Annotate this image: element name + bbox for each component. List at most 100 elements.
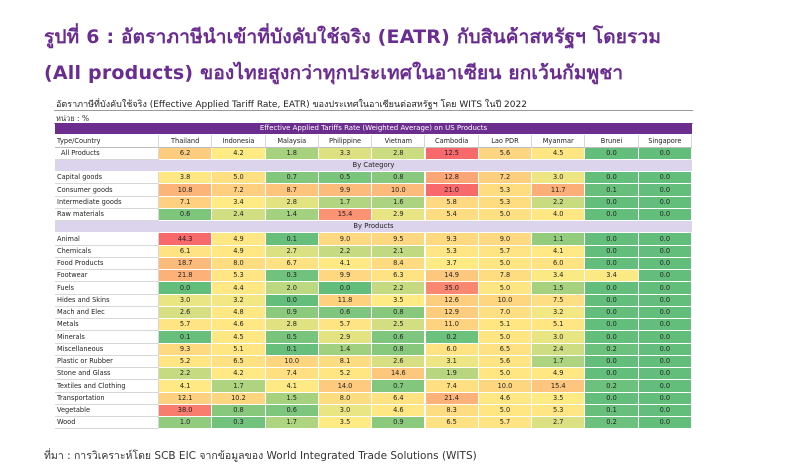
- value-cell-animal-thailand: 44.3: [159, 233, 213, 246]
- value-cell-textiles-and-clothing-brunei: 0.2: [585, 380, 639, 393]
- value-cell-minerals-philippine: 2.9: [318, 331, 373, 344]
- value-cell-hides-and-skins-lao-pdr: 10.0: [478, 294, 533, 307]
- value-cell-footwear-thailand: 21.8: [159, 270, 213, 283]
- value-cell-raw-materials-myanmar: 4.0: [532, 208, 586, 221]
- value-cell-capital-goods-brunei: 0.0: [585, 172, 639, 185]
- value-cell-raw-materials-philippine: 15.4: [318, 208, 373, 221]
- value-cell-animal-vietnam: 9.5: [372, 233, 426, 246]
- value-cell-hides-and-skins-vietnam: 3.5: [372, 294, 426, 307]
- value-cell-hides-and-skins-thailand: 3.0: [159, 294, 213, 307]
- value-cell-all-products-cambodia: 12.5: [425, 147, 479, 160]
- value-cell-raw-materials-indonesia: 2.4: [212, 208, 266, 221]
- value-cell-fuels-indonesia: 4.4: [212, 282, 266, 295]
- value-cell-animal-lao-pdr: 9.0: [478, 233, 533, 246]
- value-cell-raw-materials-vietnam: 2.9: [372, 208, 426, 221]
- value-cell-food-products-philippine: 4.1: [318, 257, 373, 270]
- value-cell-mach-and-elec-singapore: 0.0: [638, 306, 692, 319]
- value-cell-fuels-brunei: 0.0: [585, 282, 639, 295]
- value-cell-miscellaneous-cambodia: 6.0: [425, 343, 479, 356]
- value-cell-minerals-brunei: 0.0: [585, 331, 639, 344]
- value-cell-capital-goods-thailand: 3.8: [159, 172, 213, 185]
- value-cell-intermediate-goods-indonesia: 3.4: [212, 196, 266, 209]
- section-header-by-category: By Category: [55, 159, 692, 171]
- value-cell-transportation-cambodia: 21.4: [425, 392, 479, 405]
- row-label-mach-and-elec: Mach and Elec: [55, 306, 159, 319]
- value-cell-minerals-cambodia: 0.2: [425, 331, 479, 344]
- column-header-lao-pdr: Lao PDR: [478, 135, 533, 148]
- value-cell-miscellaneous-malaysia: 0.1: [265, 343, 319, 356]
- value-cell-food-products-brunei: 0.0: [585, 257, 639, 270]
- value-cell-transportation-myanmar: 3.5: [532, 392, 586, 405]
- value-cell-capital-goods-vietnam: 0.8: [372, 172, 426, 185]
- row-label-consumer-goods: Consumer goods: [55, 184, 159, 197]
- value-cell-all-products-brunei: 0.0: [585, 147, 639, 160]
- row-label-capital-goods: Capital goods: [55, 172, 159, 185]
- value-cell-capital-goods-cambodia: 12.8: [425, 172, 479, 185]
- value-cell-animal-philippine: 9.0: [318, 233, 373, 246]
- value-cell-fuels-myanmar: 1.5: [532, 282, 586, 295]
- value-cell-raw-materials-cambodia: 5.4: [425, 208, 479, 221]
- value-cell-wood-vietnam: 0.9: [372, 417, 426, 430]
- value-cell-all-products-thailand: 6.2: [159, 147, 213, 160]
- value-cell-footwear-indonesia: 5.3: [212, 270, 266, 283]
- value-cell-minerals-vietnam: 0.6: [372, 331, 426, 344]
- value-cell-miscellaneous-brunei: 0.2: [585, 343, 639, 356]
- column-header-thailand: Thailand: [159, 135, 213, 148]
- value-cell-food-products-singapore: 0.0: [638, 257, 692, 270]
- value-cell-footwear-cambodia: 14.9: [425, 270, 479, 283]
- value-cell-mach-and-elec-cambodia: 12.9: [425, 306, 479, 319]
- value-cell-plastic-or-rubber-thailand: 5.2: [159, 355, 213, 368]
- row-label-stone-and-glass: Stone and Glass: [55, 368, 159, 381]
- value-cell-hides-and-skins-cambodia: 12.6: [425, 294, 479, 307]
- value-cell-stone-and-glass-myanmar: 4.9: [532, 368, 586, 381]
- value-cell-stone-and-glass-thailand: 2.2: [159, 368, 213, 381]
- value-cell-raw-materials-singapore: 0.0: [638, 208, 692, 221]
- value-cell-fuels-singapore: 0.0: [638, 282, 692, 295]
- value-cell-footwear-malaysia: 0.3: [265, 270, 319, 283]
- value-cell-raw-materials-malaysia: 1.4: [265, 208, 319, 221]
- value-cell-hides-and-skins-singapore: 0.0: [638, 294, 692, 307]
- value-cell-metals-philippine: 5.7: [318, 319, 373, 332]
- value-cell-chemicals-indonesia: 4.9: [212, 245, 266, 258]
- column-header-myanmar: Myanmar: [532, 135, 586, 148]
- row-label-transportation: Transportation: [55, 392, 159, 405]
- value-cell-hides-and-skins-malaysia: 0.0: [265, 294, 319, 307]
- value-cell-transportation-vietnam: 6.4: [372, 392, 426, 405]
- value-cell-capital-goods-indonesia: 5.0: [212, 172, 266, 185]
- value-cell-stone-and-glass-vietnam: 14.6: [372, 368, 426, 381]
- value-cell-textiles-and-clothing-indonesia: 1.7: [212, 380, 266, 393]
- value-cell-consumer-goods-lao-pdr: 5.3: [478, 184, 533, 197]
- value-cell-metals-brunei: 0.0: [585, 319, 639, 332]
- value-cell-wood-philippine: 3.5: [318, 417, 373, 430]
- value-cell-vegetable-vietnam: 4.6: [372, 404, 426, 417]
- value-cell-miscellaneous-thailand: 9.3: [159, 343, 213, 356]
- value-cell-footwear-brunei: 3.4: [585, 270, 639, 283]
- value-cell-consumer-goods-malaysia: 8.7: [265, 184, 319, 197]
- value-cell-footwear-lao-pdr: 7.8: [478, 270, 533, 283]
- chart-subtitle: อัตราภาษีที่บังคับใช้จริง (Effective App…: [56, 100, 527, 110]
- value-cell-capital-goods-malaysia: 0.7: [265, 172, 319, 185]
- value-cell-plastic-or-rubber-brunei: 0.0: [585, 355, 639, 368]
- value-cell-capital-goods-singapore: 0.0: [638, 172, 692, 185]
- value-cell-plastic-or-rubber-indonesia: 6.5: [212, 355, 266, 368]
- value-cell-miscellaneous-indonesia: 5.1: [212, 343, 266, 356]
- row-label-hides-and-skins: Hides and Skins: [55, 294, 159, 307]
- value-cell-hides-and-skins-brunei: 0.0: [585, 294, 639, 307]
- value-cell-wood-myanmar: 2.7: [532, 417, 586, 430]
- value-cell-minerals-myanmar: 3.0: [532, 331, 586, 344]
- value-cell-metals-thailand: 5.7: [159, 319, 213, 332]
- value-cell-metals-vietnam: 2.5: [372, 319, 426, 332]
- value-cell-vegetable-malaysia: 0.6: [265, 404, 319, 417]
- row-label-vegetable: Vegetable: [55, 404, 159, 417]
- value-cell-chemicals-cambodia: 5.3: [425, 245, 479, 258]
- value-cell-animal-brunei: 0.0: [585, 233, 639, 246]
- value-cell-fuels-thailand: 0.0: [159, 282, 213, 295]
- value-cell-plastic-or-rubber-malaysia: 10.0: [265, 355, 319, 368]
- value-cell-miscellaneous-philippine: 1.4: [318, 343, 373, 356]
- value-cell-plastic-or-rubber-lao-pdr: 5.6: [478, 355, 533, 368]
- value-cell-textiles-and-clothing-malaysia: 4.1: [265, 380, 319, 393]
- heatmap-title-banner: Effective Applied Tariffs Rate (Weighted…: [55, 123, 692, 135]
- column-header-singapore: Singapore: [638, 135, 692, 148]
- value-cell-raw-materials-thailand: 0.6: [159, 208, 213, 221]
- value-cell-animal-malaysia: 0.1: [265, 233, 319, 246]
